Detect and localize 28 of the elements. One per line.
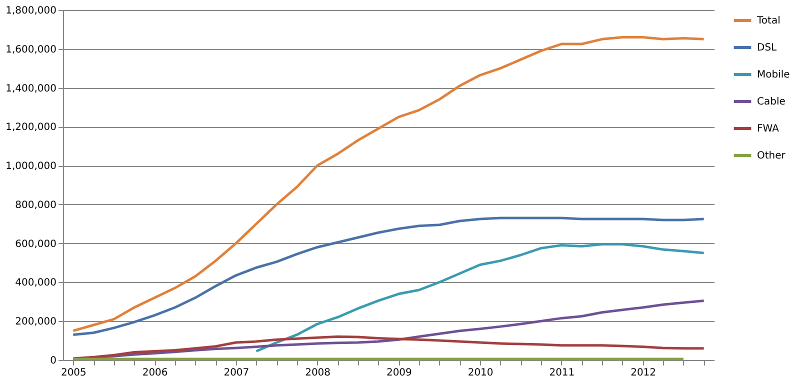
legend-label: FWA bbox=[757, 124, 780, 134]
x-tick-label: 2008 bbox=[305, 368, 331, 378]
legend-label: Other bbox=[757, 150, 786, 162]
y-tick-label: 600,000 bbox=[15, 238, 56, 250]
y-tick-label: 1,600,000 bbox=[6, 44, 56, 56]
y-tick-label: 400,000 bbox=[15, 278, 56, 289]
y-tick-label: 1,800,000 bbox=[6, 6, 56, 16]
x-tick-label: 2007 bbox=[224, 368, 250, 378]
x-tick-label: 2011 bbox=[549, 368, 575, 378]
line-series bbox=[72, 335, 706, 360]
line-series bbox=[72, 216, 706, 336]
y-tick-label: 200,000 bbox=[15, 316, 56, 328]
line-series bbox=[255, 243, 706, 352]
x-tick-label: 2012 bbox=[630, 368, 656, 378]
x-tick-label: 2010 bbox=[468, 368, 494, 378]
legend-label: Cable bbox=[757, 96, 786, 108]
line-series bbox=[72, 36, 706, 332]
y-tick-label: 1,400,000 bbox=[6, 83, 56, 94]
legend-label: DSL bbox=[757, 42, 778, 54]
x-tick-label: 2005 bbox=[60, 368, 86, 378]
legend-label: Total bbox=[756, 16, 780, 26]
y-tick-label: 0 bbox=[50, 356, 56, 366]
x-tick-label: 2006 bbox=[142, 368, 168, 378]
legend-label: Mobile bbox=[757, 70, 790, 80]
y-tick-label: 1,000,000 bbox=[6, 161, 56, 172]
y-tick-label: 800,000 bbox=[15, 200, 56, 211]
y-tick-label: 1,200,000 bbox=[6, 122, 56, 134]
x-tick-label: 2009 bbox=[386, 368, 412, 378]
